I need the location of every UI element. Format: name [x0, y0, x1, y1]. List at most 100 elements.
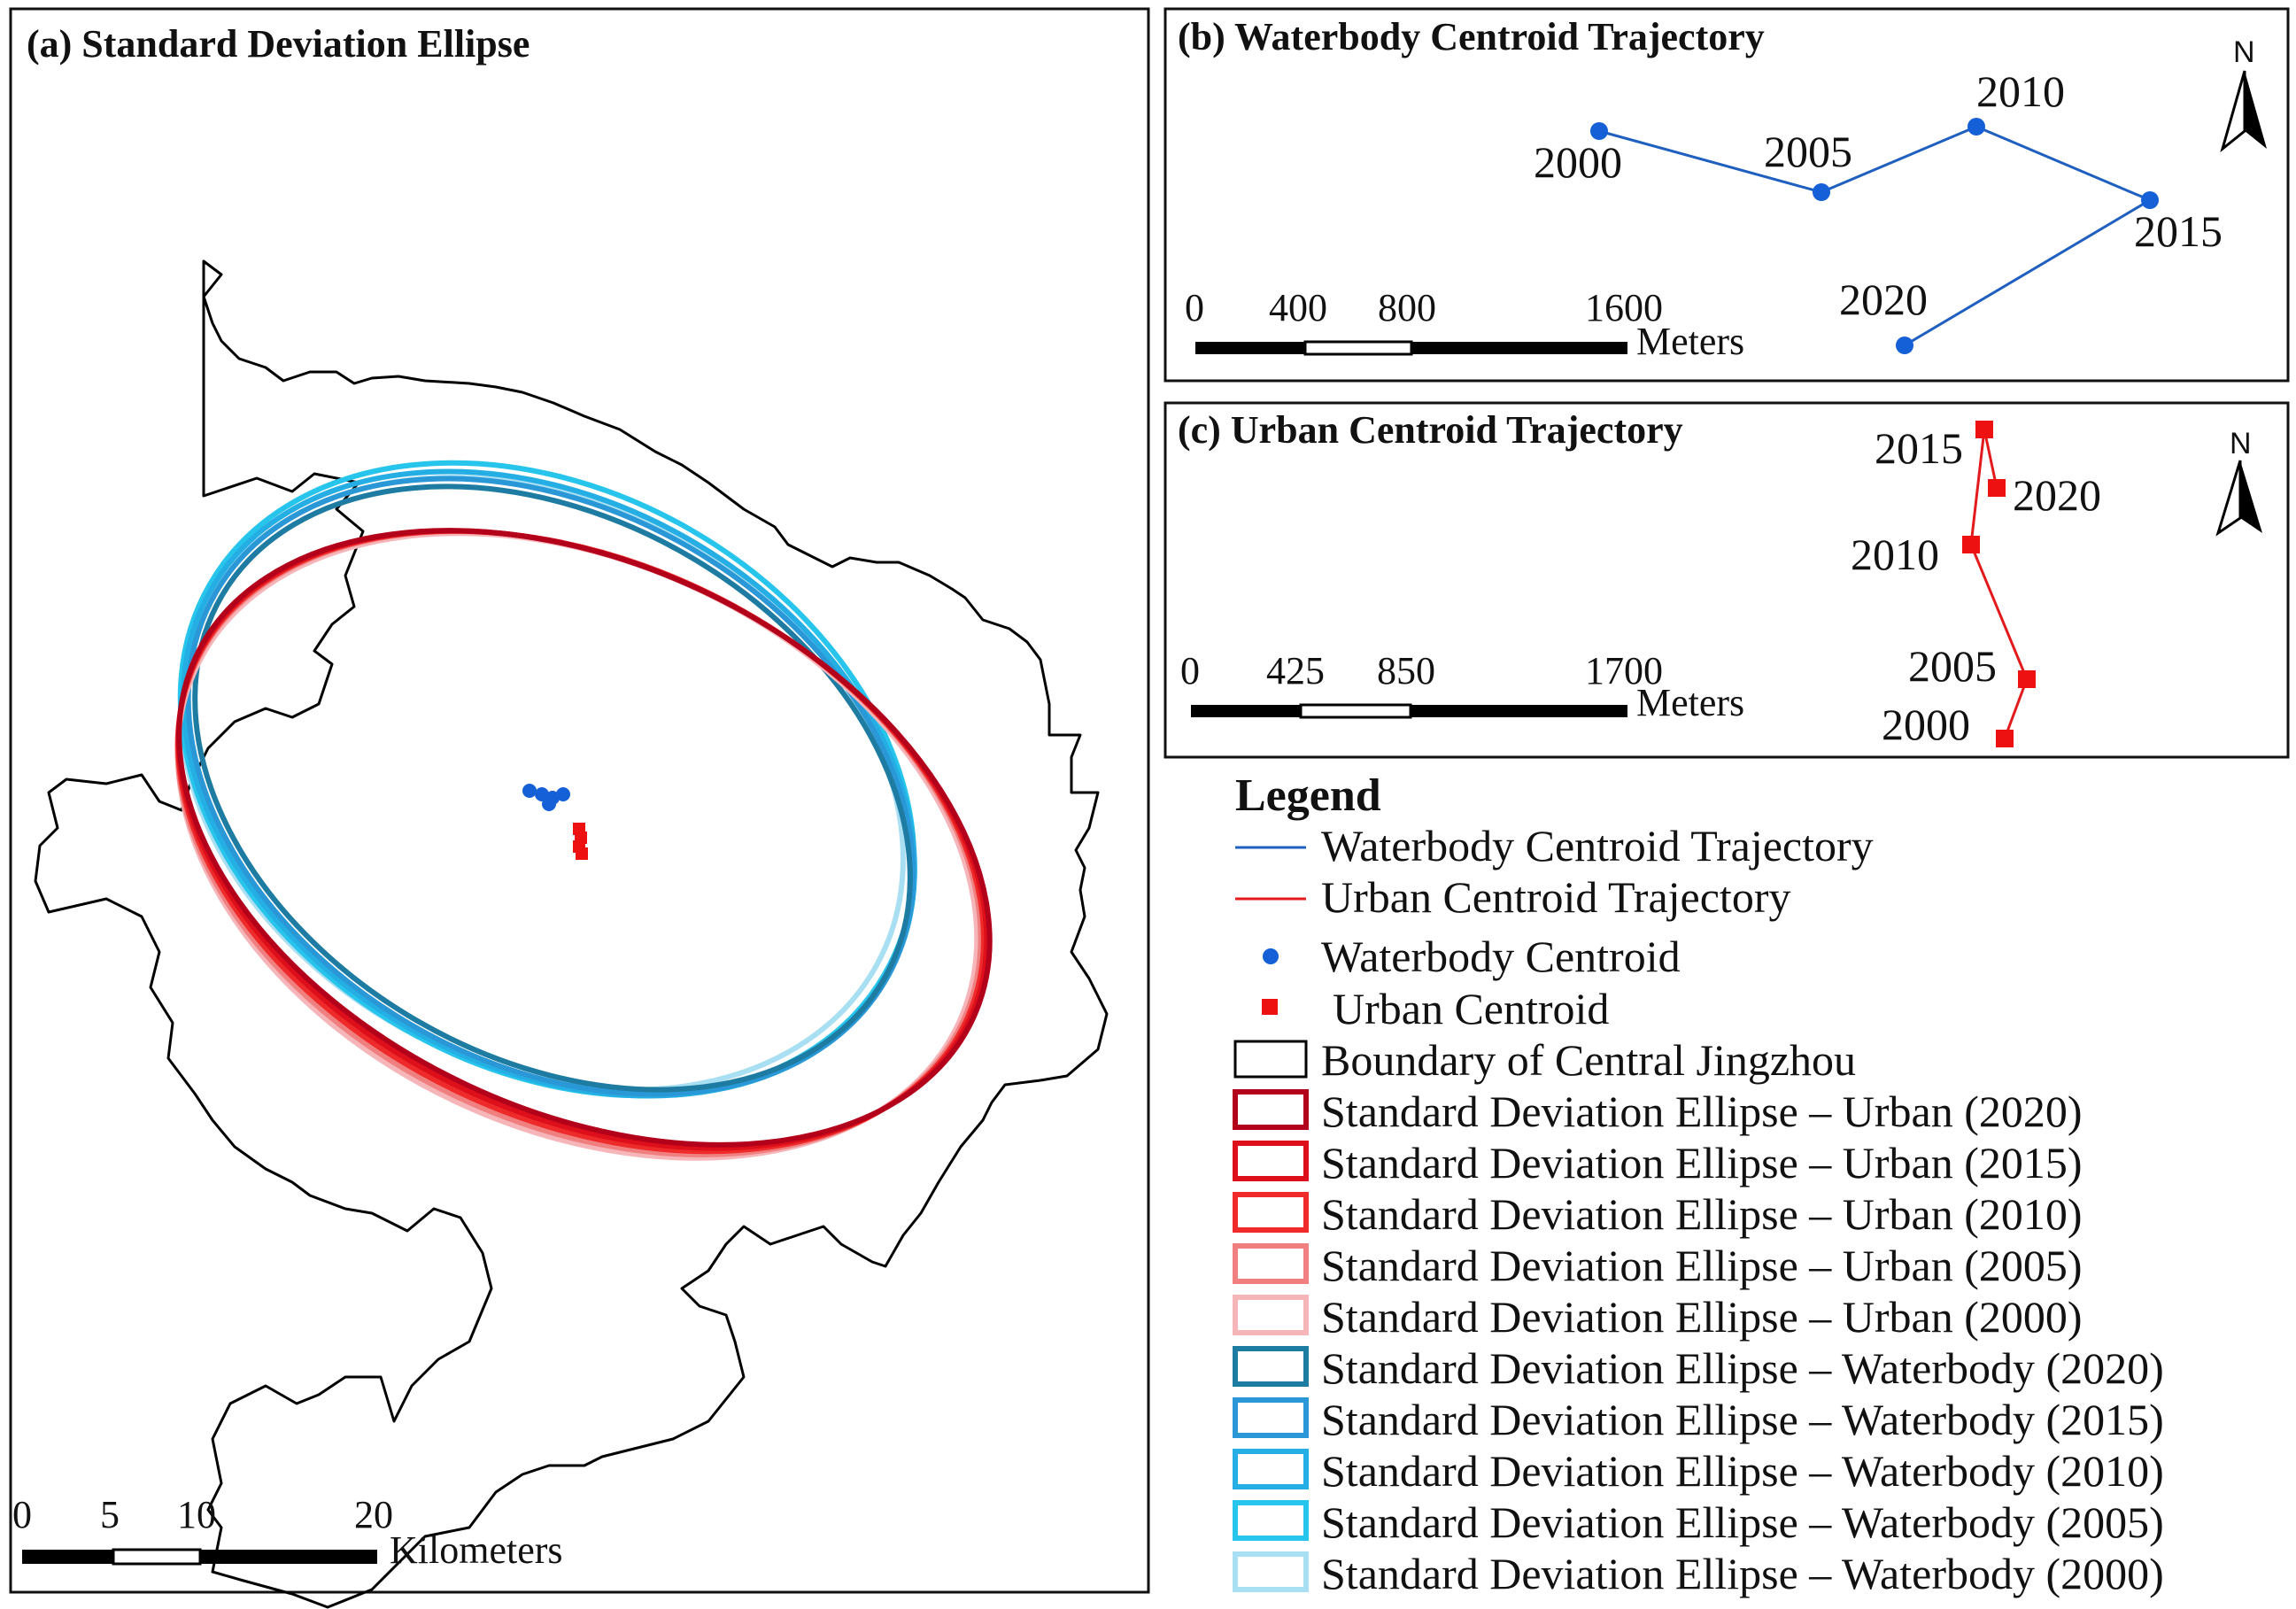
scale-bar-b: 0 400 800 1600 Meters	[1185, 286, 1744, 363]
scale-b-label-800: 800	[1378, 286, 1436, 329]
panel-b-frame	[1163, 7, 2290, 383]
waterbody-centroid-2000	[1590, 122, 1608, 140]
scale-bar-a-seg	[112, 1548, 202, 1566]
legend-swatch-waterbody-2010	[1233, 1449, 1309, 1489]
urban-label-2015: 2015	[1875, 423, 1963, 473]
scale-c-label-425: 425	[1266, 649, 1325, 692]
scale-a-label-5: 5	[100, 1493, 120, 1536]
overview-waterbody-centroid	[556, 787, 570, 801]
legend-label-urban-2020: Standard Deviation Ellipse – Urban (2020…	[1321, 1087, 2083, 1136]
panel-a-frame	[9, 7, 1150, 1594]
legend-swatch-urban-2015	[1233, 1141, 1309, 1181]
scale-c-label-850: 850	[1377, 649, 1435, 692]
scale-bar-a-seg	[200, 1550, 377, 1564]
waterbody-label-2020: 2020	[1839, 275, 1928, 324]
legend-label-waterbody-2010: Standard Deviation Ellipse – Waterbody (…	[1321, 1446, 2164, 1496]
scale-c-unit: Meters	[1636, 681, 1744, 724]
scale-bar-a: 0 5 10 20 Kilometers	[12, 1493, 563, 1572]
overview-waterbody-centroid	[522, 784, 537, 798]
ellipses-waterbody	[177, 460, 917, 1099]
ellipse-waterbody-2020	[192, 483, 913, 1093]
north-arrow-c-right	[2240, 460, 2262, 533]
waterbody-label-2005: 2005	[1764, 127, 1852, 176]
urban-centroid-2000	[1996, 730, 2014, 747]
panel-a: (a) Standard Deviation Ellipse	[9, 7, 1150, 1609]
ellipses-urban	[174, 528, 993, 1161]
urban-trajectory-points	[1962, 421, 2036, 747]
legend-title: Legend	[1235, 770, 1381, 821]
scale-b-unit: Meters	[1636, 320, 1744, 363]
scale-bar-c-seg	[1411, 705, 1627, 717]
scale-bar-c: 0 425 850 1700 Meters	[1180, 649, 1744, 724]
ellipse-urban-2020	[176, 528, 993, 1148]
scale-bar-c-seg	[1191, 705, 1301, 717]
scale-a-label-0: 0	[12, 1493, 32, 1536]
urban-centroid-2010	[1962, 536, 1980, 553]
urban-label-2000: 2000	[1882, 700, 1970, 749]
scale-c-label-0: 0	[1180, 649, 1200, 692]
waterbody-label-2010: 2010	[1976, 66, 2065, 116]
waterbody-trajectory-points	[1590, 118, 2159, 354]
overview-waterbody-centroids	[522, 784, 570, 811]
legend-label-urban-2015: Standard Deviation Ellipse – Urban (2015…	[1321, 1138, 2083, 1187]
legend-label-waterbody-trajectory: Waterbody Centroid Trajectory	[1321, 821, 1874, 870]
legend-label-waterbody-2020: Standard Deviation Ellipse – Waterbody (…	[1321, 1343, 2164, 1393]
urban-label-2010: 2010	[1851, 530, 1939, 579]
north-arrow-b-right	[2245, 71, 2267, 149]
panel-a-title: (a) Standard Deviation Ellipse	[27, 22, 530, 66]
scale-bar-b-seg	[1411, 342, 1627, 354]
waterbody-centroid-2015	[2141, 191, 2159, 209]
legend-label-waterbody-centroid: Waterbody Centroid	[1321, 932, 1681, 981]
scale-b-label-1600: 1600	[1585, 286, 1663, 329]
legend-label-urban-2010: Standard Deviation Ellipse – Urban (2010…	[1321, 1189, 2083, 1239]
panel-c-title: (c) Urban Centroid Trajectory	[1178, 408, 1683, 452]
legend-label-waterbody-2015: Standard Deviation Ellipse – Waterbody (…	[1321, 1395, 2164, 1444]
legend-swatch-urban-2005	[1233, 1243, 1309, 1284]
legend-swatch-waterbody-2015	[1233, 1397, 1309, 1438]
north-arrow-c: N	[2215, 427, 2262, 537]
panel-b-title: (b) Waterbody Centroid Trajectory	[1178, 15, 1765, 58]
legend-swatch-urban-2020	[1233, 1089, 1309, 1130]
urban-centroid-2005	[2018, 670, 2036, 688]
scale-c-label-1700: 1700	[1585, 649, 1663, 692]
legend-swatch-boundary	[1233, 1040, 1308, 1079]
scale-a-label-10: 10	[177, 1493, 216, 1536]
legend-label-waterbody-2000: Standard Deviation Ellipse – Waterbody (…	[1321, 1549, 2164, 1598]
legend-label-waterbody-2005: Standard Deviation Ellipse – Waterbody (…	[1321, 1497, 2164, 1547]
legend-swatch-waterbody-2005	[1233, 1500, 1309, 1541]
waterbody-label-2015: 2015	[2134, 206, 2223, 256]
overview-urban-centroids	[573, 823, 588, 860]
north-arrow-b-left	[2220, 70, 2246, 153]
scale-b-label-0: 0	[1185, 286, 1204, 329]
legend-label-urban-centroid: Urban Centroid	[1333, 984, 1609, 1033]
scale-bar-b-seg	[1195, 342, 1305, 354]
overview-urban-centroid	[576, 847, 588, 860]
waterbody-centroid-2010	[1967, 118, 1985, 135]
panel-b: (b) Waterbody Centroid Trajectory 2000 2…	[1163, 7, 2290, 383]
north-arrow-c-left	[2215, 460, 2242, 537]
urban-centroid-2015	[1975, 421, 1993, 438]
scale-a-label-20: 20	[354, 1493, 393, 1536]
legend: Legend Waterbody Centroid Trajectory Urb…	[1233, 770, 2164, 1598]
legend-ellipse-rows	[1233, 1089, 1309, 1592]
legend-label-urban-2000: Standard Deviation Ellipse – Urban (2000…	[1321, 1292, 2083, 1342]
legend-swatch-waterbody-2000	[1233, 1551, 1309, 1592]
boundary-central-jingzhou	[34, 259, 1109, 1609]
legend-swatch-waterbody-centroid	[1263, 948, 1279, 964]
urban-label-2005: 2005	[1908, 641, 1997, 691]
north-arrow-c-letter: N	[2230, 427, 2252, 460]
north-arrow-b: N	[2220, 35, 2267, 153]
scale-bar-c-seg	[1299, 703, 1412, 719]
legend-label-urban-trajectory: Urban Centroid Trajectory	[1321, 872, 1790, 922]
legend-swatch-urban-centroid	[1262, 999, 1278, 1015]
urban-label-2020: 2020	[2013, 470, 2101, 520]
urban-centroid-2020	[1988, 479, 2006, 497]
scale-b-label-400: 400	[1269, 286, 1327, 329]
waterbody-centroid-2005	[1813, 183, 1830, 201]
legend-label-boundary: Boundary of Central Jingzhou	[1321, 1035, 1856, 1085]
overview-waterbody-centroid	[542, 797, 556, 811]
scale-bar-b-seg	[1303, 340, 1413, 356]
legend-swatch-urban-2010	[1233, 1192, 1309, 1233]
scale-a-unit: Kilometers	[390, 1528, 563, 1572]
